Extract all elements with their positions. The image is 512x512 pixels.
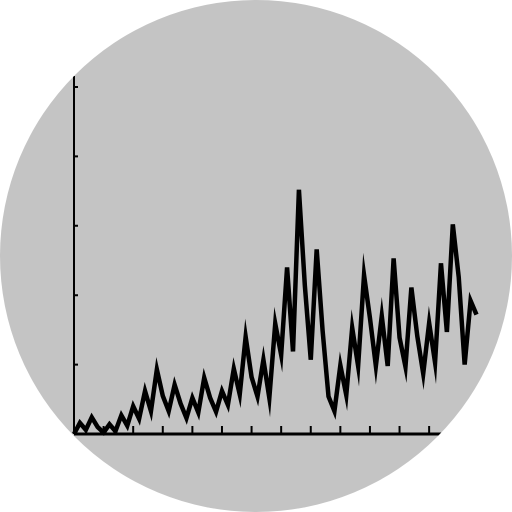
data-point (446, 331, 448, 333)
data-point (215, 411, 217, 413)
data-point (197, 412, 199, 414)
data-point (292, 351, 294, 353)
data-point (85, 429, 87, 431)
data-point (428, 322, 430, 324)
data-point (109, 423, 111, 425)
data-point (464, 364, 466, 366)
data-point (115, 430, 117, 432)
data-point (416, 335, 418, 337)
data-point (470, 300, 472, 302)
data-point (239, 394, 241, 396)
data-point (322, 330, 324, 332)
data-point (156, 369, 158, 371)
data-point (180, 403, 182, 405)
data-point (458, 276, 460, 278)
data-point (387, 365, 389, 367)
data-point (411, 287, 413, 289)
data-point (340, 364, 342, 366)
data-point (310, 359, 312, 361)
data-point (162, 395, 164, 397)
data-point (209, 397, 211, 399)
data-point (399, 337, 401, 339)
plot-area (72, 76, 512, 437)
data-point (233, 368, 235, 370)
data-point (375, 365, 377, 367)
series-line-1 (72, 189, 479, 437)
data-point (144, 390, 146, 392)
data-point (345, 394, 347, 396)
series-layer (72, 189, 479, 437)
data-point (304, 285, 306, 287)
data-point (174, 384, 176, 386)
data-point (334, 410, 336, 412)
data-point (393, 258, 395, 260)
data-point (422, 373, 424, 375)
data-point (138, 418, 140, 420)
data-point (328, 396, 330, 398)
data-point (192, 397, 194, 399)
data-point (280, 354, 282, 356)
data-point (440, 262, 442, 264)
data-point (221, 390, 223, 392)
data-point (245, 336, 247, 338)
data-point (434, 362, 436, 364)
data-point (381, 315, 383, 317)
data-point (91, 417, 93, 419)
data-point (274, 323, 276, 325)
data-point (269, 397, 271, 399)
data-point (405, 366, 407, 368)
data-point (227, 404, 229, 406)
data-point (257, 396, 259, 398)
data-point (476, 314, 478, 316)
data-point (351, 327, 353, 329)
data-point (263, 359, 265, 361)
data-point (357, 365, 359, 367)
data-point (103, 432, 105, 434)
data-point (251, 376, 253, 378)
data-point (126, 425, 128, 427)
data-point (168, 410, 170, 412)
data-point (369, 317, 371, 319)
data-point (298, 189, 300, 191)
data-point (73, 433, 75, 435)
data-point (121, 414, 123, 416)
data-point (132, 405, 134, 407)
data-point (363, 274, 365, 276)
data-point (452, 224, 454, 226)
data-point (79, 422, 81, 424)
data-point (97, 426, 99, 428)
axes (73, 76, 512, 436)
data-point (186, 417, 188, 419)
data-point (286, 267, 288, 269)
data-point (203, 377, 205, 379)
data-point (316, 249, 318, 251)
data-point (150, 410, 152, 412)
